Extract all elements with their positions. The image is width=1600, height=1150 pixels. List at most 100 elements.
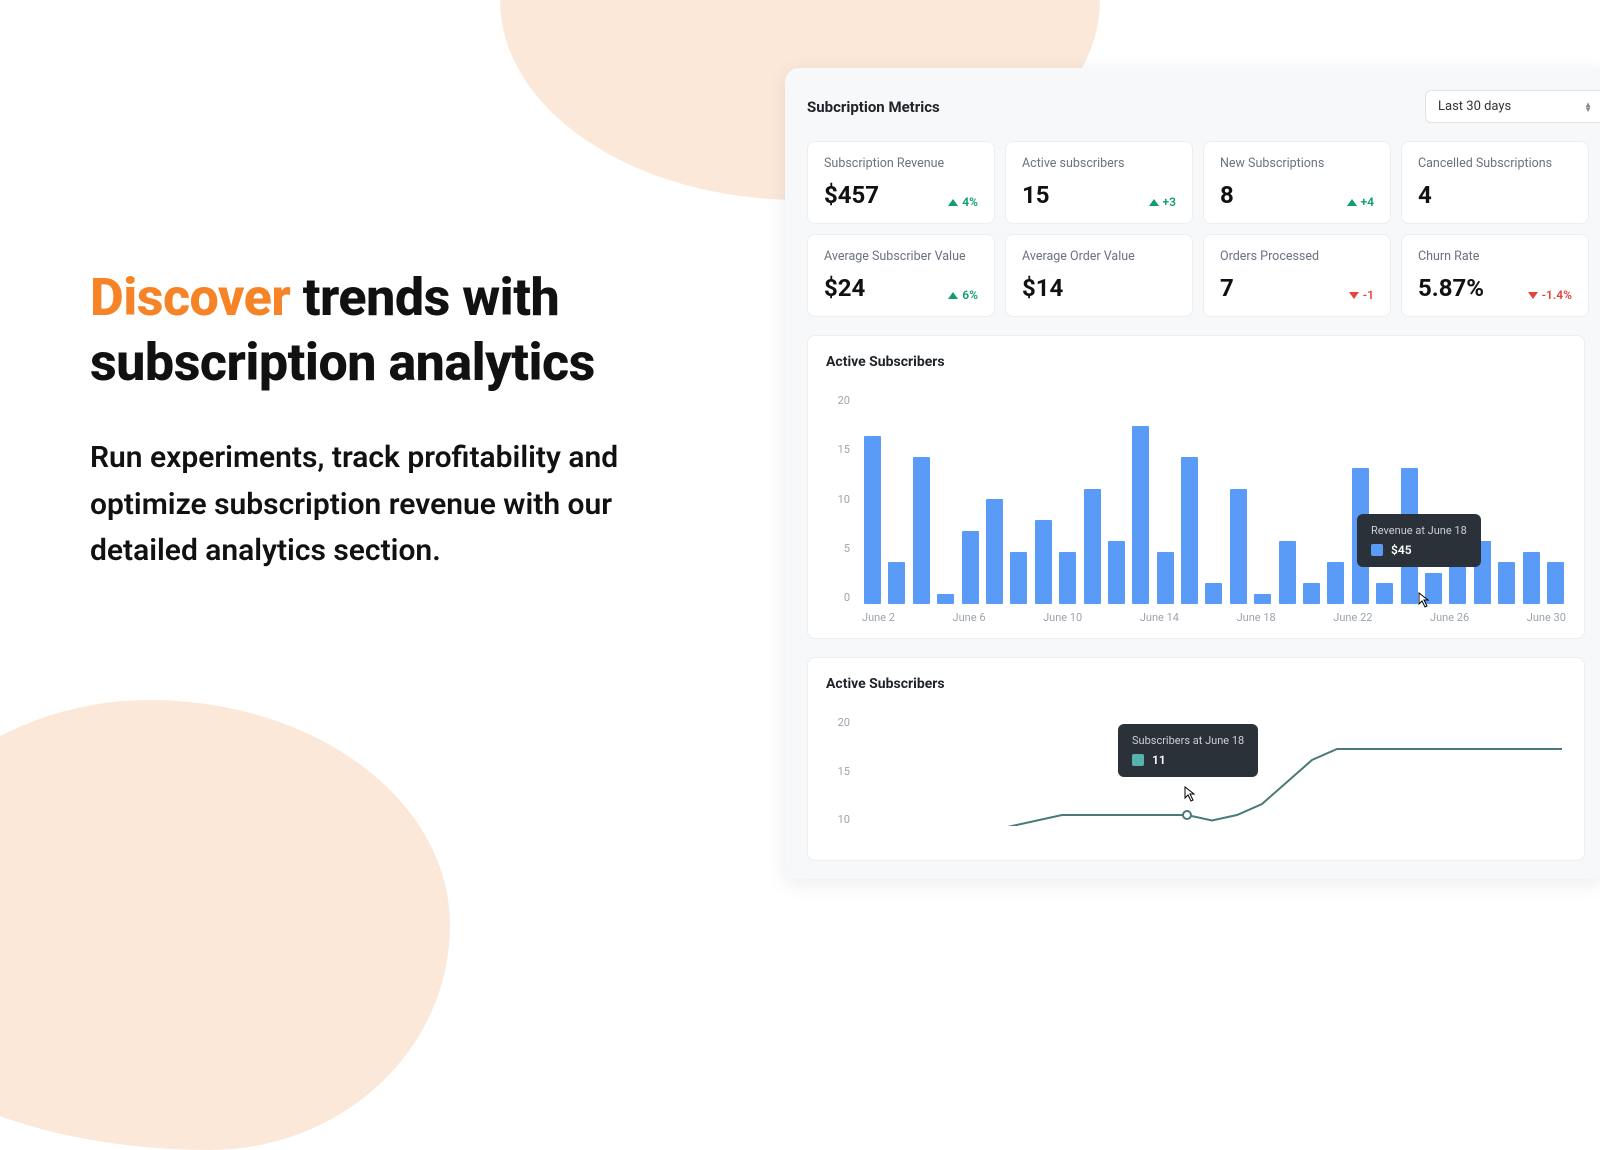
metric-change-text: 4% [962, 195, 978, 209]
metric-value-row: 7-1 [1220, 274, 1374, 302]
x-tick: June 2 [862, 611, 895, 624]
y-tick: 20 [826, 716, 850, 729]
triangle-up-icon [948, 292, 958, 299]
cursor-icon [1414, 592, 1430, 614]
chart-bar[interactable] [1230, 489, 1247, 605]
x-tick: June 18 [1237, 611, 1276, 624]
chart-bar[interactable] [1132, 426, 1149, 605]
chart-bar[interactable] [962, 531, 979, 605]
metric-change: -1 [1349, 288, 1374, 302]
y-tick: 10 [826, 493, 850, 506]
x-tick: June 30 [1527, 611, 1566, 624]
metric-change-text: +3 [1163, 195, 1176, 209]
decorative-blob-bottom [0, 700, 450, 1150]
metric-value: $457 [824, 181, 879, 209]
metric-card[interactable]: Churn Rate 5.87% -1.4% [1401, 234, 1589, 317]
hero-subheading: Run experiments, track profitability and… [90, 435, 710, 575]
dashboard-header: Subcription Metrics Last 30 days ▲▼ [807, 90, 1600, 123]
x-tick: June 26 [1430, 611, 1469, 624]
metric-change-text: -1.4% [1542, 288, 1572, 302]
metric-label: New Subscriptions [1220, 156, 1374, 171]
metric-label: Subscription Revenue [824, 156, 978, 171]
metric-change: 4% [948, 195, 978, 209]
chart-bar[interactable] [1084, 489, 1101, 605]
metric-change-text: +4 [1361, 195, 1374, 209]
tooltip-swatch [1132, 754, 1144, 766]
line-chart-y-axis: 20 15 10 [826, 716, 850, 826]
line-chart-tooltip: Subscribers at June 18 11 [1118, 724, 1258, 777]
dashboard-title: Subcription Metrics [807, 98, 940, 116]
date-range-value: Last 30 days [1438, 99, 1511, 114]
metric-label: Active subscribers [1022, 156, 1176, 171]
chart-bar[interactable] [1523, 552, 1540, 605]
metric-value-row: $14 [1022, 274, 1176, 302]
x-tick: June 14 [1140, 611, 1179, 624]
chart-bar[interactable] [1547, 562, 1564, 604]
chart-bar[interactable] [986, 499, 1003, 604]
line-chart-title: Active Subscribers [826, 676, 1566, 692]
chart-bar[interactable] [1376, 583, 1393, 604]
metric-change: +3 [1149, 195, 1176, 209]
metric-value-row: $24 6% [824, 274, 978, 302]
chart-bar[interactable] [1279, 541, 1296, 604]
chart-bar[interactable] [1254, 594, 1271, 605]
metric-value: $14 [1022, 274, 1063, 302]
bar-chart-area: 20151050 Revenue at June 18 $45 June 2Ju… [826, 394, 1566, 624]
metric-label: Churn Rate [1418, 249, 1572, 264]
metric-label: Orders Processed [1220, 249, 1374, 264]
metric-change-text: 6% [962, 288, 978, 302]
metric-value-row: 8 +4 [1220, 181, 1374, 209]
metrics-grid: Subscription Revenue $457 4% Active subscri… [807, 141, 1600, 317]
chart-bar[interactable] [1059, 552, 1076, 605]
y-tick: 10 [826, 813, 850, 826]
chart-bar[interactable] [864, 436, 881, 604]
metric-label: Cancelled Subscriptions [1418, 156, 1572, 171]
metric-label: Average Subscriber Value [824, 249, 978, 264]
chart-bar[interactable] [1157, 552, 1174, 605]
bar-chart-y-axis: 20151050 [826, 394, 850, 604]
chart-bar[interactable] [1498, 562, 1515, 604]
chart-bar[interactable] [1181, 457, 1198, 604]
chart-bar[interactable] [1327, 562, 1344, 604]
metric-card[interactable]: Average Subscriber Value $24 6% [807, 234, 995, 317]
bar-chart-tooltip: Revenue at June 18 $45 [1357, 514, 1481, 567]
x-tick: June 6 [953, 611, 986, 624]
metric-value-row: 5.87% -1.4% [1418, 274, 1572, 302]
metric-change: -1.4% [1528, 288, 1572, 302]
x-tick: June 10 [1043, 611, 1082, 624]
chart-bar[interactable] [1035, 520, 1052, 604]
date-range-select[interactable]: Last 30 days ▲▼ [1425, 90, 1600, 123]
line-marker [1183, 811, 1191, 819]
metric-card[interactable]: Cancelled Subscriptions 4 [1401, 141, 1589, 224]
hero-accent-word: Discover [90, 267, 290, 328]
metric-card[interactable]: New Subscriptions 8 +4 [1203, 141, 1391, 224]
metric-change-text: -1 [1363, 288, 1374, 302]
chart-bar[interactable] [888, 562, 905, 604]
bar-chart-bars [862, 394, 1566, 604]
chart-bar[interactable] [937, 594, 954, 605]
metric-card[interactable]: Active subscribers15+3 [1005, 141, 1193, 224]
triangle-up-icon [1149, 199, 1159, 206]
chart-bar[interactable] [1303, 583, 1320, 604]
line-chart-area: 20 15 10 Subscribers at June 18 11 [826, 716, 1566, 846]
triangle-up-icon [1347, 199, 1357, 206]
bar-chart-x-axis: June 2June 6June 10June 14June 18June 22… [862, 611, 1566, 624]
metric-value: 5.87% [1418, 274, 1484, 302]
metric-change: 6% [948, 288, 978, 302]
chart-bar[interactable] [913, 457, 930, 604]
chart-bar[interactable] [1205, 583, 1222, 604]
metric-value: $24 [824, 274, 865, 302]
chart-bar[interactable] [1108, 541, 1125, 604]
metric-value-row: $457 4% [824, 181, 978, 209]
metric-value-row: 4 [1418, 181, 1572, 209]
y-tick: 0 [826, 591, 850, 604]
metric-card[interactable]: Subscription Revenue $457 4% [807, 141, 995, 224]
metric-card[interactable]: Orders Processed 7-1 [1203, 234, 1391, 317]
metric-card[interactable]: Average Order Value$14 [1005, 234, 1193, 317]
y-tick: 15 [826, 765, 850, 778]
metric-value: 8 [1220, 181, 1234, 209]
tooltip-value: $45 [1391, 543, 1412, 557]
y-tick: 5 [826, 542, 850, 555]
chart-bar[interactable] [1010, 552, 1027, 605]
tooltip-swatch [1371, 544, 1383, 556]
